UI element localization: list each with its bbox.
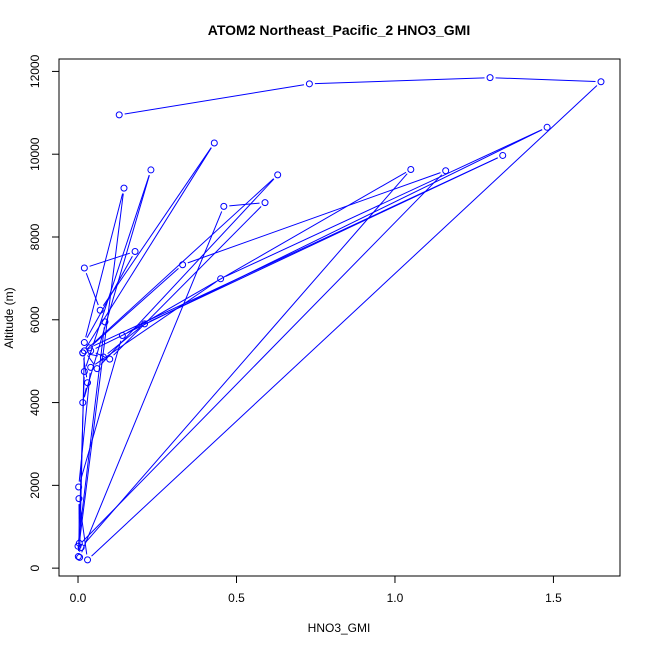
data-point [84, 556, 92, 564]
x-tick-label: 0.5 [228, 591, 245, 605]
data-point [93, 365, 101, 373]
series-segment [229, 202, 260, 207]
y-tick-label: 2000 [28, 472, 42, 499]
series-segment [85, 147, 212, 349]
data-point [85, 344, 93, 352]
y-axis-label: Altitude (m) [2, 287, 16, 348]
series-segment [87, 355, 95, 365]
series-segment [93, 157, 498, 347]
data-point [99, 353, 107, 361]
series-segment [225, 129, 543, 277]
data-point [106, 355, 114, 363]
series-segment [85, 174, 150, 367]
data-point [87, 363, 95, 371]
x-tick-label: 1.5 [545, 591, 562, 605]
series-segment [113, 206, 262, 356]
data-point [147, 166, 155, 174]
data-point [274, 171, 282, 179]
series-segment [86, 178, 274, 350]
series-segment [187, 172, 441, 264]
series-segment [95, 352, 105, 358]
x-tick-label: 0.0 [70, 591, 87, 605]
data-point [80, 339, 88, 347]
series-segment [78, 327, 105, 541]
x-axis-label: HNO3_GMI [308, 621, 371, 635]
series-segment [91, 85, 598, 557]
data-point [220, 202, 228, 210]
y-tick-label: 8000 [28, 223, 42, 250]
series-segment [102, 147, 212, 306]
data-point [80, 264, 88, 272]
data-point [217, 275, 225, 283]
data-point [79, 399, 87, 407]
data-point [80, 368, 88, 376]
series-segment [89, 252, 130, 267]
data-point [79, 349, 87, 357]
y-tick-label: 6000 [28, 306, 42, 333]
series-segment [81, 211, 223, 553]
data-point [76, 553, 84, 561]
series-segment [78, 372, 91, 482]
series-segment [100, 178, 275, 365]
series-segment [81, 174, 443, 543]
series-segment [92, 268, 179, 345]
series-segment [83, 175, 150, 398]
series-segment [126, 171, 407, 334]
series-segment [79, 356, 85, 552]
data-point [77, 543, 85, 551]
data-point [120, 184, 128, 192]
series-segment [88, 353, 99, 357]
data-point [84, 379, 92, 387]
data-point [407, 166, 415, 174]
series-segment [94, 281, 217, 365]
data-point [141, 320, 149, 328]
data-point [131, 247, 139, 255]
x-tick-label: 1.0 [387, 591, 404, 605]
data-point [597, 78, 605, 86]
data-point [115, 111, 123, 119]
data-point [442, 167, 450, 175]
y-tick-label: 10000 [28, 137, 42, 171]
y-tick-label: 4000 [28, 389, 42, 416]
series-segment [85, 193, 124, 338]
series-segment [107, 326, 141, 354]
plot-area [58, 58, 621, 577]
data-point [74, 542, 82, 550]
data-point [210, 139, 218, 147]
series-segment [79, 340, 122, 482]
series-segment [124, 84, 305, 115]
data-point [101, 318, 109, 326]
y-tick-label: 0 [28, 564, 42, 571]
data-point [74, 553, 82, 561]
y-tick-label: 12000 [28, 54, 42, 88]
series-segment [314, 77, 485, 85]
data-point [179, 261, 187, 269]
series-segment [84, 173, 408, 544]
data-point [75, 495, 83, 503]
series-segment [79, 193, 124, 538]
chart-title: ATOM2 Northeast_Pacific_2 HNO3_GMI [208, 22, 470, 38]
data-point [543, 123, 551, 131]
series-layer [74, 74, 605, 564]
x-axis: 0.0 0.5 1.0 1.5 [70, 575, 562, 605]
data-point [486, 74, 494, 82]
data-point [305, 80, 313, 88]
series-segment [85, 273, 99, 306]
y-axis: 0 2000 4000 6000 8000 10000 12000 [28, 54, 60, 571]
data-point [118, 332, 126, 340]
data-point [499, 151, 507, 159]
data-point [75, 483, 83, 491]
data-point [96, 306, 104, 314]
data-point [261, 199, 269, 207]
series-segment [495, 77, 596, 83]
